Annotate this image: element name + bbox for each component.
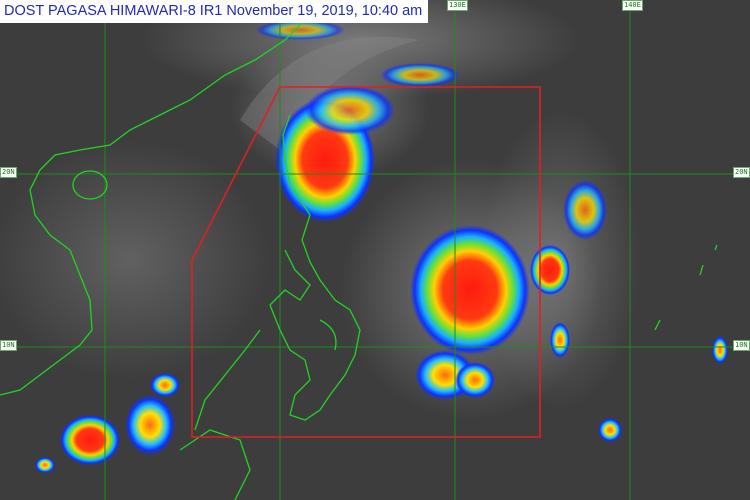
par-boundary xyxy=(191,86,541,438)
lon-label-130e: 130E xyxy=(447,0,468,11)
lon-label-140e: 140E xyxy=(622,0,643,11)
lat-label-20n-right: 20N xyxy=(733,167,750,178)
lat-label-10n-right: 10N xyxy=(733,340,750,351)
image-title: DOST PAGASA HIMAWARI-8 IR1 November 19, … xyxy=(0,0,429,23)
lat-label-10n-left: 10N xyxy=(0,340,17,351)
lat-label-20n-left: 20N xyxy=(0,167,17,178)
